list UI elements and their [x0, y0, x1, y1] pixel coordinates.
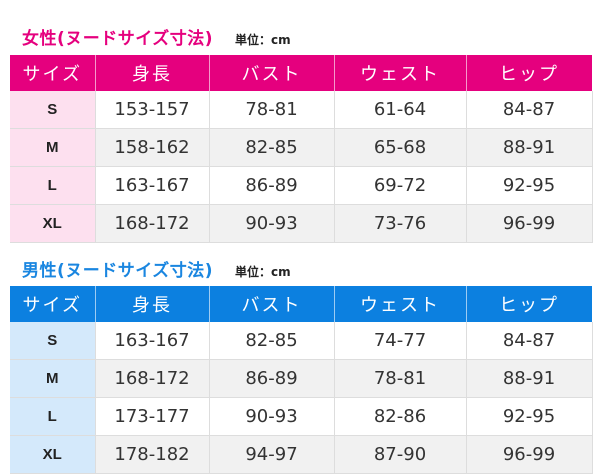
cell-size: L [10, 397, 96, 436]
cell-waist: 87-90 [334, 435, 467, 474]
men-size-table-section: サイズ 身長 バスト ウェスト ヒップ S 163-167 82-85 74-77 84-87 M… [10, 286, 593, 474]
men-unit: 単位：cm [235, 265, 291, 279]
women-title-row: 女性(ヌードサイズ寸法) 単位：cm [22, 24, 291, 49]
cell-height: 168-172 [95, 359, 210, 398]
men-title-row: 男性(ヌードサイズ寸法) 単位：cm [22, 256, 291, 281]
column-header-hip: ヒップ [466, 286, 593, 322]
table-row: XL 178-182 94-97 87-90 96-99 [10, 435, 593, 474]
cell-bust: 82-85 [209, 322, 335, 360]
cell-hip: 96-99 [466, 435, 593, 474]
cell-height: 173-177 [95, 397, 210, 436]
column-header-waist: ウェスト [334, 286, 467, 322]
cell-height: 168-172 [95, 204, 210, 243]
cell-hip: 92-95 [466, 397, 593, 436]
women-title: 女性(ヌードサイズ寸法) [22, 29, 214, 49]
column-header-height: 身長 [95, 286, 210, 322]
cell-bust: 82-85 [209, 128, 335, 167]
cell-waist: 61-64 [334, 91, 467, 129]
cell-hip: 88-91 [466, 128, 593, 167]
cell-height: 178-182 [95, 435, 210, 474]
women-unit: 単位：cm [235, 33, 291, 47]
table-header-row: サイズ 身長 バスト ウェスト ヒップ [10, 55, 593, 91]
table-row: S 153-157 78-81 61-64 84-87 [10, 91, 593, 129]
women-size-table-section: サイズ 身長 バスト ウェスト ヒップ S 153-157 78-81 61-64 84-87 M… [10, 55, 593, 243]
column-header-size: サイズ [10, 55, 96, 91]
cell-hip: 92-95 [466, 166, 593, 205]
cell-height: 163-167 [95, 166, 210, 205]
cell-size: L [10, 166, 96, 205]
cell-hip: 88-91 [466, 359, 593, 398]
cell-hip: 84-87 [466, 91, 593, 129]
cell-size: S [10, 322, 96, 360]
column-header-hip: ヒップ [466, 55, 593, 91]
cell-waist: 78-81 [334, 359, 467, 398]
cell-height: 158-162 [95, 128, 210, 167]
cell-size: XL [10, 204, 96, 243]
cell-waist: 65-68 [334, 128, 467, 167]
cell-size: XL [10, 435, 96, 474]
cell-bust: 86-89 [209, 359, 335, 398]
column-header-bust: バスト [209, 286, 335, 322]
table-row: L 173-177 90-93 82-86 92-95 [10, 397, 593, 436]
cell-waist: 69-72 [334, 166, 467, 205]
cell-hip: 96-99 [466, 204, 593, 243]
table-row: XL 168-172 90-93 73-76 96-99 [10, 204, 593, 243]
table-row: S 163-167 82-85 74-77 84-87 [10, 322, 593, 360]
table-row: M 158-162 82-85 65-68 88-91 [10, 128, 593, 167]
table-header-row: サイズ 身長 バスト ウェスト ヒップ [10, 286, 593, 322]
cell-bust: 94-97 [209, 435, 335, 474]
cell-waist: 73-76 [334, 204, 467, 243]
column-header-height: 身長 [95, 55, 210, 91]
table-row: M 168-172 86-89 78-81 88-91 [10, 359, 593, 398]
cell-size: S [10, 91, 96, 129]
women-size-table: サイズ 身長 バスト ウェスト ヒップ S 153-157 78-81 61-64 84-87 M… [10, 55, 593, 243]
cell-bust: 90-93 [209, 397, 335, 436]
column-header-waist: ウェスト [334, 55, 467, 91]
cell-bust: 78-81 [209, 91, 335, 129]
cell-waist: 82-86 [334, 397, 467, 436]
men-size-table: サイズ 身長 バスト ウェスト ヒップ S 163-167 82-85 74-77 84-87 M… [10, 286, 593, 474]
cell-bust: 86-89 [209, 166, 335, 205]
cell-size: M [10, 359, 96, 398]
men-title: 男性(ヌードサイズ寸法) [22, 261, 214, 281]
cell-hip: 84-87 [466, 322, 593, 360]
column-header-size: サイズ [10, 286, 96, 322]
cell-height: 163-167 [95, 322, 210, 360]
cell-height: 153-157 [95, 91, 210, 129]
cell-size: M [10, 128, 96, 167]
table-row: L 163-167 86-89 69-72 92-95 [10, 166, 593, 205]
cell-bust: 90-93 [209, 204, 335, 243]
cell-waist: 74-77 [334, 322, 467, 360]
column-header-bust: バスト [209, 55, 335, 91]
